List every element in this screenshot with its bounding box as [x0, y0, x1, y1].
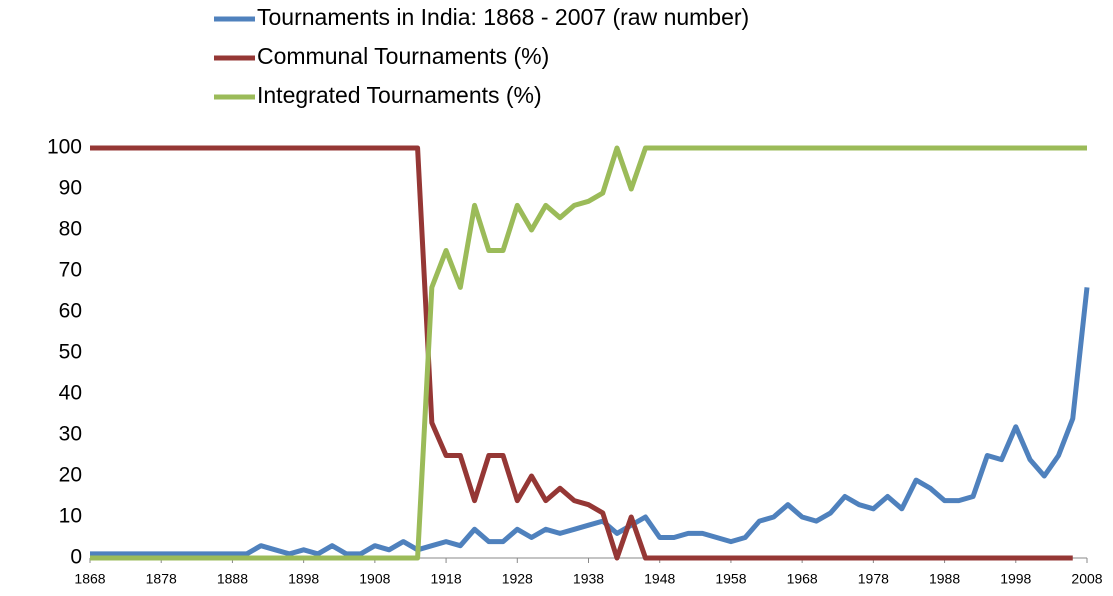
series-line — [90, 287, 1090, 557]
x-tick-label: 1908 — [359, 571, 390, 587]
y-tick-label: 0 — [70, 546, 82, 569]
y-tick-label: 40 — [59, 382, 82, 405]
y-tick-label: 100 — [47, 136, 82, 159]
y-tick-label: 10 — [59, 505, 82, 528]
legend-label: Communal Tournaments (%) — [257, 43, 549, 69]
x-tick-label: 1918 — [430, 571, 461, 587]
x-tick-label: 1988 — [929, 571, 960, 587]
y-tick-label: 90 — [59, 177, 82, 200]
y-tick-label: 20 — [59, 464, 82, 487]
legend-label: Integrated Tournaments (%) — [257, 82, 542, 108]
x-tick-label: 1868 — [74, 571, 105, 587]
y-tick-label: 60 — [59, 300, 82, 323]
legend-label: Tournaments in India: 1868 - 2007 (raw n… — [257, 4, 749, 30]
x-tick-label: 2008 — [1071, 571, 1102, 587]
y-tick-label: 50 — [59, 341, 82, 364]
x-tick-label: 1998 — [1000, 571, 1031, 587]
x-tick-label: 1888 — [217, 571, 248, 587]
x-tick-label: 1948 — [644, 571, 675, 587]
x-tick-label: 1978 — [858, 571, 889, 587]
y-tick-label: 30 — [59, 423, 82, 446]
series-line — [90, 145, 1087, 561]
series-line — [90, 145, 1073, 561]
x-tick-label: 1938 — [573, 571, 604, 587]
y-tick-label: 70 — [59, 259, 82, 282]
x-tick-label: 1968 — [787, 571, 818, 587]
x-tick-label: 1878 — [146, 571, 177, 587]
x-tick-label: 1898 — [288, 571, 319, 587]
y-tick-label: 80 — [59, 218, 82, 241]
x-tick-label: 1958 — [715, 571, 746, 587]
x-tick-label: 1928 — [502, 571, 533, 587]
